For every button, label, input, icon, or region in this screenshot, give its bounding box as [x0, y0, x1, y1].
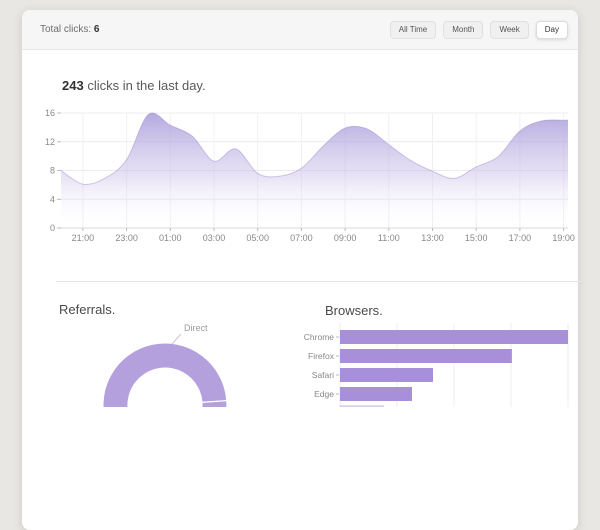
bar-edge	[340, 387, 412, 401]
x-tick-label: 13:00	[421, 233, 444, 243]
donut-segment-label: Direct	[184, 323, 208, 333]
donut-segment	[201, 400, 228, 407]
section-divider	[56, 281, 588, 282]
x-tick-label: 15:00	[465, 233, 488, 243]
x-tick-label: 19:00	[552, 233, 575, 243]
clicks-summary-text: clicks in the last day.	[83, 78, 206, 93]
y-tick-label: 16	[45, 108, 55, 118]
total-clicks-label: Total clicks:	[40, 24, 92, 35]
total-clicks: Total clicks: 6	[40, 24, 99, 35]
x-tick-label: 03:00	[203, 233, 226, 243]
filter-day-button[interactable]: Day	[535, 20, 568, 39]
x-tick-label: 17:00	[509, 233, 532, 243]
category-label: Firefox	[308, 351, 335, 361]
filter-week-button[interactable]: Week	[490, 20, 529, 39]
category-label: Edge	[314, 389, 334, 399]
y-tick-label: 0	[50, 223, 55, 233]
browsers-bar-chart: Chrome Firefox Safari Edge	[304, 323, 569, 407]
x-tick-label: 21:00	[72, 233, 95, 243]
analytics-card: Total clicks: 6 All Time Month Week Day …	[22, 10, 588, 530]
x-tick-label: 09:00	[334, 233, 357, 243]
x-tick-label: 23:00	[115, 233, 138, 243]
y-tick-label: 4	[50, 194, 55, 204]
total-clicks-value: 6	[93, 24, 100, 35]
category-label: Safari	[312, 370, 334, 380]
category-label: Chrome	[304, 332, 335, 342]
browsers-section-title: Browsers.	[325, 303, 383, 318]
time-filter-group: All Time Month Week Day	[389, 20, 568, 39]
x-tick-label: 01:00	[159, 233, 182, 243]
x-tick-label: 05:00	[246, 233, 269, 243]
dashboard-stage: Total clicks: 6 All Time Month Week Day …	[22, 10, 578, 530]
y-tick-label: 8	[50, 166, 55, 176]
clicks-count: 243	[62, 78, 84, 93]
y-tick-label: 12	[45, 137, 55, 147]
area-fill	[61, 112, 568, 228]
bar-firefox	[340, 349, 512, 363]
bar-chrome	[340, 330, 568, 344]
donut-label-leader	[171, 333, 182, 345]
referrals-section-title: Referrals.	[59, 302, 116, 317]
area-line	[60, 112, 569, 185]
clicks-summary: 243 clicks in the last day.	[62, 78, 206, 93]
filter-month-button[interactable]: Month	[443, 20, 484, 39]
card-header: Total clicks: 6 All Time Month Week Day	[22, 10, 578, 50]
bar-safari	[340, 368, 433, 382]
x-tick-label: 11:00	[378, 233, 400, 243]
filter-all-time-button[interactable]: All Time	[389, 20, 437, 39]
x-tick-label: 07:00	[290, 233, 313, 243]
clicks-area-chart: 0 4 8 12 16 21:00 23:00 01:00 03:00 05:0…	[45, 108, 575, 243]
referrals-donut-chart: Direct	[102, 323, 228, 407]
donut-segment-direct	[102, 342, 228, 407]
